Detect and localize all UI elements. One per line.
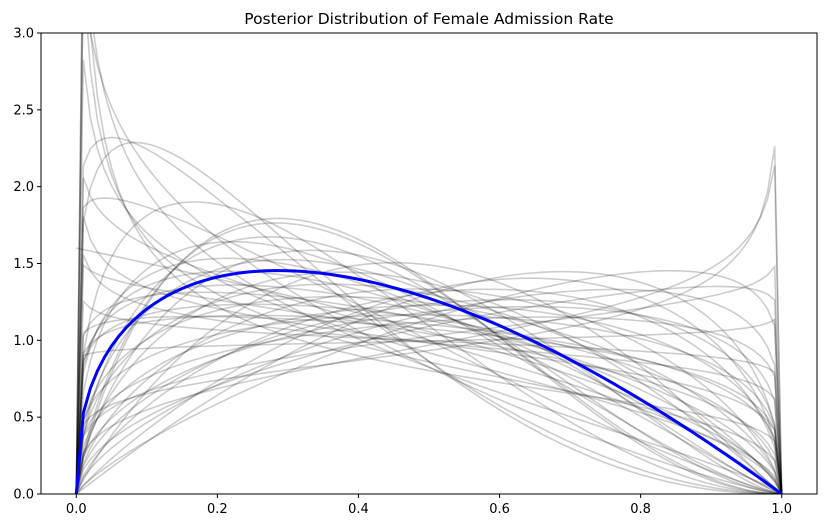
sample-curve-45 xyxy=(75,304,783,494)
sample-curve-2 xyxy=(75,59,783,494)
y-tick-label-2: 1.0 xyxy=(13,334,34,349)
sample-curve-10 xyxy=(75,314,783,494)
sample-curve-19 xyxy=(75,236,782,494)
sample-curve-12 xyxy=(75,284,783,494)
sample-curve-41 xyxy=(75,291,783,494)
y-tick-label-3: 1.5 xyxy=(13,257,34,272)
y-tick-label-0: 0.0 xyxy=(13,488,34,503)
sample-curve-39 xyxy=(75,201,782,494)
y-tick-label-5: 2.5 xyxy=(13,103,34,118)
x-tick-label-3: 0.6 xyxy=(489,502,510,517)
sample-curve-42 xyxy=(75,216,783,494)
sample-curve-4 xyxy=(75,33,782,494)
sample-curve-8 xyxy=(76,247,783,494)
y-tick-label-4: 2.0 xyxy=(13,180,34,195)
sample-curve-47 xyxy=(75,288,783,494)
sample-curve-27 xyxy=(75,288,783,494)
sample-curve-20 xyxy=(75,249,782,494)
sample-curve-16 xyxy=(75,240,782,494)
sample-curve-21 xyxy=(75,217,782,494)
sample-curve-3 xyxy=(75,33,783,494)
sample-curve-43 xyxy=(75,318,783,494)
sample-curve-30 xyxy=(75,270,783,494)
sample-curve-9 xyxy=(75,197,782,494)
sample-curve-46 xyxy=(75,314,783,494)
sample-curve-11 xyxy=(75,303,783,494)
sample-curve-36 xyxy=(75,271,783,494)
sample-curve-34 xyxy=(75,285,783,494)
sample-curve-14 xyxy=(75,257,783,494)
sample-curve-38 xyxy=(75,177,783,494)
sample-curve-23 xyxy=(75,136,782,494)
chart-title: Posterior Distribution of Female Admissi… xyxy=(244,10,613,28)
sample-curve-32 xyxy=(75,146,783,494)
sample-curve-44 xyxy=(75,222,782,494)
sample-curve-25 xyxy=(75,305,783,494)
sample-curve-5 xyxy=(75,254,783,494)
x-tick-label-4: 0.8 xyxy=(630,502,651,517)
sample-curve-0 xyxy=(75,33,783,494)
sample-curve-17 xyxy=(75,283,783,494)
x-tick-label-5: 1.0 xyxy=(771,502,792,517)
sample-curve-26 xyxy=(75,298,783,494)
sample-curve-22 xyxy=(75,141,782,494)
y-tick-label-1: 0.5 xyxy=(13,411,34,426)
sample-curve-28 xyxy=(75,288,783,494)
x-tick-label-1: 0.2 xyxy=(207,502,228,517)
sample-curve-40 xyxy=(75,261,783,494)
sample-curve-15 xyxy=(75,295,783,494)
curves-layer xyxy=(74,33,783,494)
sample-curve-29 xyxy=(75,277,783,494)
sample-curve-18 xyxy=(75,258,783,494)
sample-curve-13 xyxy=(75,270,783,494)
y-axis: 0.0 0.5 1.0 1.5 2.0 2.5 3.0 xyxy=(13,27,41,503)
sample-curve-31 xyxy=(75,264,783,494)
sample-curve-6 xyxy=(75,299,783,494)
y-tick-label-6: 3.0 xyxy=(13,27,34,42)
x-axis: 0.0 0.2 0.4 0.6 0.8 1.0 xyxy=(66,494,792,517)
sample-curve-37 xyxy=(75,315,783,494)
x-tick-label-2: 0.4 xyxy=(348,502,369,517)
sample-curve-35 xyxy=(75,269,783,494)
x-tick-label-0: 0.0 xyxy=(66,502,87,517)
mean-curve xyxy=(74,269,783,494)
sample-curve-7 xyxy=(75,263,783,494)
sample-curve-24 xyxy=(75,316,783,494)
sample-curve-33 xyxy=(75,165,783,494)
